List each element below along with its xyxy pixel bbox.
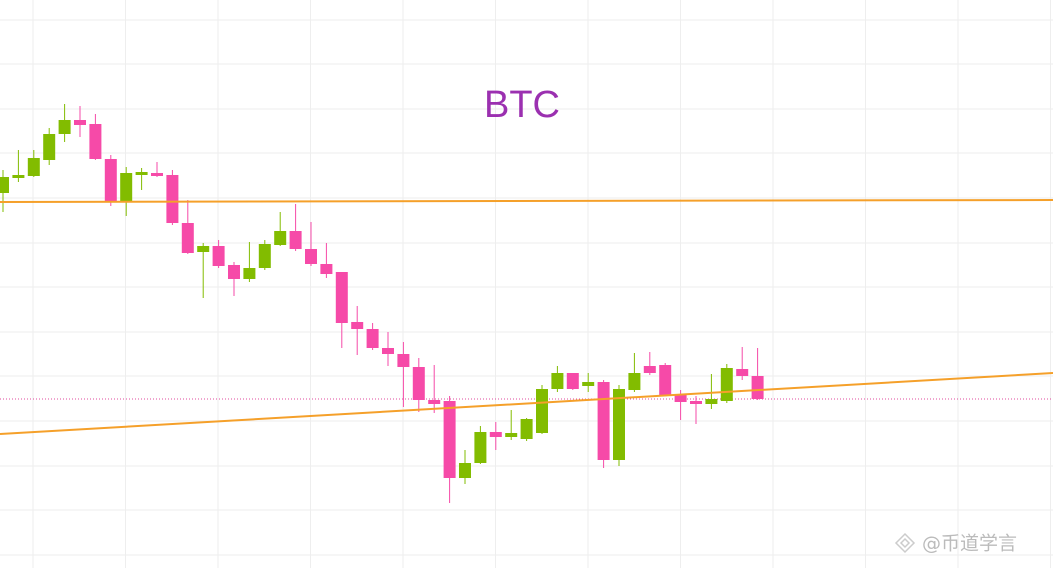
- trend-line: [0, 372, 1053, 435]
- candle-body: [243, 268, 256, 279]
- watermark: @币道学言: [894, 532, 1017, 555]
- candle-body: [628, 373, 641, 390]
- candle-body: [58, 120, 71, 134]
- candle-body: [0, 177, 9, 193]
- candle-body: [736, 369, 749, 376]
- candle-body: [27, 158, 40, 176]
- candle-body: [566, 373, 579, 389]
- candle-body: [613, 389, 625, 460]
- candle-body: [212, 246, 225, 266]
- candle-body: [551, 373, 564, 389]
- candle-body: [289, 231, 302, 249]
- candle-body: [489, 432, 502, 437]
- candle-body: [536, 389, 548, 433]
- candle-body: [305, 249, 317, 264]
- candle-body: [690, 401, 702, 404]
- candle-body: [197, 246, 210, 252]
- candle-body: [412, 367, 425, 400]
- candle-body: [643, 366, 656, 373]
- candle-body: [351, 322, 364, 329]
- candle-body: [443, 401, 456, 478]
- candle-body: [166, 175, 179, 223]
- candle-body: [120, 173, 133, 201]
- candle-body: [520, 419, 533, 439]
- candle-body: [320, 264, 333, 274]
- candle-body: [674, 394, 687, 402]
- candle-body: [382, 348, 394, 354]
- candle-body: [258, 244, 271, 268]
- candle-body: [397, 354, 410, 367]
- candle-body: [582, 382, 595, 386]
- candle-body: [459, 463, 471, 478]
- chart-title: BTC: [484, 84, 560, 126]
- candle-body: [597, 382, 610, 460]
- candle-body: [104, 159, 117, 202]
- trend-line: [0, 199, 1053, 203]
- candle-body: [428, 400, 441, 404]
- candle-body: [181, 223, 194, 253]
- candle-body: [366, 329, 379, 348]
- candle-body: [474, 432, 487, 463]
- candle-body: [12, 175, 25, 178]
- candle-body: [89, 124, 102, 159]
- candle-body: [274, 231, 287, 245]
- candle-body: [228, 265, 240, 279]
- candle-body: [659, 365, 672, 395]
- candle-body: [43, 134, 56, 160]
- candle-body: [335, 272, 348, 323]
- candle-body: [505, 433, 518, 437]
- watermark-text: @币道学言: [922, 533, 1017, 555]
- watermark-icon: [894, 532, 916, 554]
- candle-body: [151, 173, 163, 176]
- candle-body: [705, 399, 718, 404]
- candle-body: [751, 376, 764, 399]
- candle-body: [74, 120, 86, 125]
- candle-body: [720, 368, 733, 401]
- candle-body: [135, 172, 148, 175]
